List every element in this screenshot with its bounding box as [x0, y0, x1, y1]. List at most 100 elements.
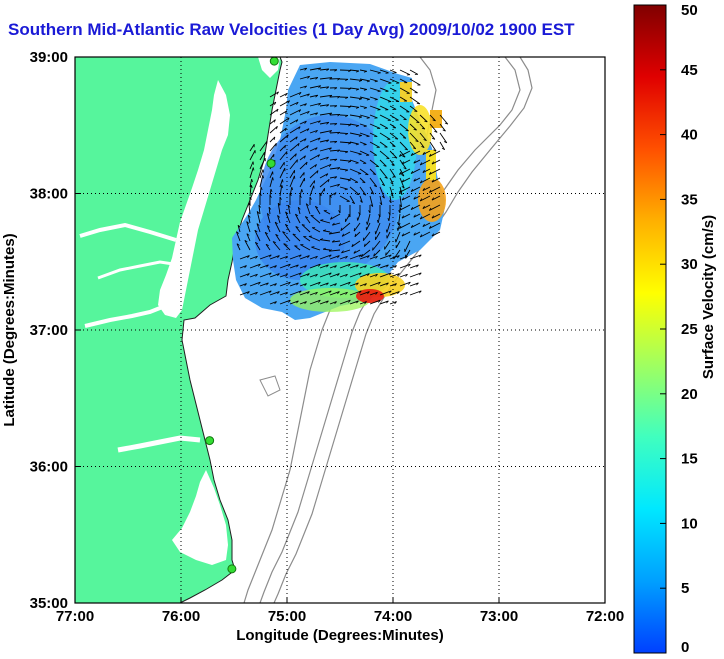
- velocity-arrow-head: [388, 272, 392, 276]
- velocity-arrow-head: [410, 224, 414, 228]
- velocity-arrow-head: [288, 263, 291, 267]
- velocity-arrow-head: [282, 179, 284, 183]
- velocity-arrow: [339, 186, 348, 190]
- velocity-arrow-head: [345, 151, 349, 154]
- velocity-arrow-head: [315, 255, 318, 259]
- velocity-arrow: [410, 204, 421, 210]
- velocity-arrow: [349, 290, 362, 296]
- velocity-arrow-head: [255, 241, 259, 245]
- velocity-arrow-head: [266, 282, 269, 286]
- velocity-arrow-head: [418, 254, 422, 258]
- velocity-arrow: [295, 213, 301, 224]
- velocity-arrow-head: [298, 126, 301, 130]
- velocity-arrow: [239, 255, 250, 260]
- velocity-arrow: [429, 132, 436, 140]
- velocity-arrow-head: [276, 108, 279, 113]
- station-marker: [269, 57, 279, 66]
- velocity-arrow-head: [296, 300, 299, 304]
- velocity-arrow-head: [413, 196, 416, 200]
- velocity-arrow: [269, 273, 280, 278]
- velocity-arrow-head: [258, 281, 261, 285]
- velocity-arrow-head: [320, 219, 324, 221]
- velocity-arrow-head: [304, 120, 307, 124]
- velocity-arrow: [319, 68, 329, 71]
- velocity-arrow-head: [424, 120, 428, 123]
- velocity-arrow: [279, 144, 286, 152]
- velocity-arrow: [249, 273, 258, 278]
- velocity-arrow: [429, 222, 441, 229]
- velocity-arrow-head: [360, 253, 363, 257]
- velocity-arrow-head: [344, 188, 348, 191]
- colorbar-tick-label: 20: [681, 386, 698, 403]
- velocity-arrow: [319, 112, 332, 116]
- velocity-arrow-head: [274, 283, 277, 287]
- velocity-arrow-head: [299, 194, 302, 198]
- velocity-arrow-head: [345, 255, 348, 259]
- velocity-arrow: [289, 272, 302, 278]
- velocity-arrow: [259, 157, 266, 170]
- velocity-arrow: [363, 240, 371, 247]
- velocity-arrow: [309, 137, 321, 143]
- velocity-arrow: [295, 226, 301, 233]
- velocity-arrow: [289, 109, 301, 116]
- velocity-arrow-head: [442, 129, 446, 132]
- velocity-arrow: [341, 231, 351, 237]
- velocity-arrow-head: [428, 171, 432, 175]
- velocity-arrow-head: [273, 136, 276, 140]
- velocity-arrow-head: [383, 165, 387, 167]
- colorbar-label: Surface Velocity (cm/s): [700, 215, 717, 379]
- velocity-arrow: [299, 120, 307, 125]
- velocity-arrow: [339, 123, 352, 126]
- velocity-arrow: [431, 231, 441, 237]
- velocity-arrow: [419, 123, 426, 130]
- velocity-arrow-head: [287, 204, 291, 208]
- velocity-arrow: [349, 177, 359, 183]
- velocity-arrow-head: [422, 205, 425, 209]
- velocity-arrow: [389, 186, 394, 197]
- velocity-arrow: [409, 123, 417, 131]
- velocity-arrow-head: [403, 167, 407, 170]
- velocity-arrow-head: [236, 231, 239, 234]
- velocity-arrow-head: [348, 124, 352, 127]
- x-tick-label: 74:00: [374, 608, 412, 625]
- velocity-arrow: [379, 123, 389, 129]
- velocity-arrow: [379, 177, 386, 186]
- velocity-arrow: [282, 231, 291, 242]
- velocity-arrow-head: [326, 264, 329, 268]
- velocity-arrow-head: [345, 273, 348, 277]
- velocity-arrow: [309, 170, 319, 179]
- velocity-arrow: [339, 291, 348, 296]
- velocity-arrow: [289, 119, 299, 125]
- velocity-arrow-head: [362, 193, 367, 196]
- velocity-arrow: [413, 177, 421, 182]
- velocity-arrow: [349, 141, 359, 145]
- velocity-arrow: [289, 159, 298, 170]
- velocity-arrow: [369, 159, 379, 168]
- velocity-arrow: [399, 186, 411, 193]
- velocity-arrow-head: [428, 189, 432, 193]
- velocity-arrow: [359, 195, 363, 203]
- velocity-arrow-head: [379, 202, 383, 206]
- velocity-arrow-head: [398, 189, 402, 193]
- velocity-arrow-head: [297, 206, 301, 210]
- velocity-arrow-head: [326, 86, 330, 89]
- velocity-arrow-head: [295, 153, 297, 157]
- velocity-arrow-head: [410, 152, 414, 156]
- velocity-arrow-head: [326, 139, 330, 143]
- velocity-arrow-head: [408, 263, 411, 267]
- velocity-arrow: [299, 138, 307, 143]
- velocity-arrow-head: [401, 233, 405, 237]
- pamlico-sound: [172, 470, 228, 565]
- velocity-arrow-head: [351, 201, 355, 205]
- velocity-arrow-head: [348, 263, 351, 267]
- velocity-arrow-head: [334, 265, 337, 269]
- velocity-arrow-head: [309, 196, 312, 200]
- velocity-arrow-head: [340, 227, 343, 231]
- velocity-arrow: [289, 126, 301, 134]
- velocity-arrow-head: [296, 264, 299, 268]
- velocity-arrow: [268, 207, 271, 215]
- x-tick-label: 76:00: [162, 608, 200, 625]
- velocity-arrow: [320, 239, 331, 242]
- velocity-arrow-head: [398, 207, 402, 211]
- velocity-arrow-head: [398, 210, 401, 214]
